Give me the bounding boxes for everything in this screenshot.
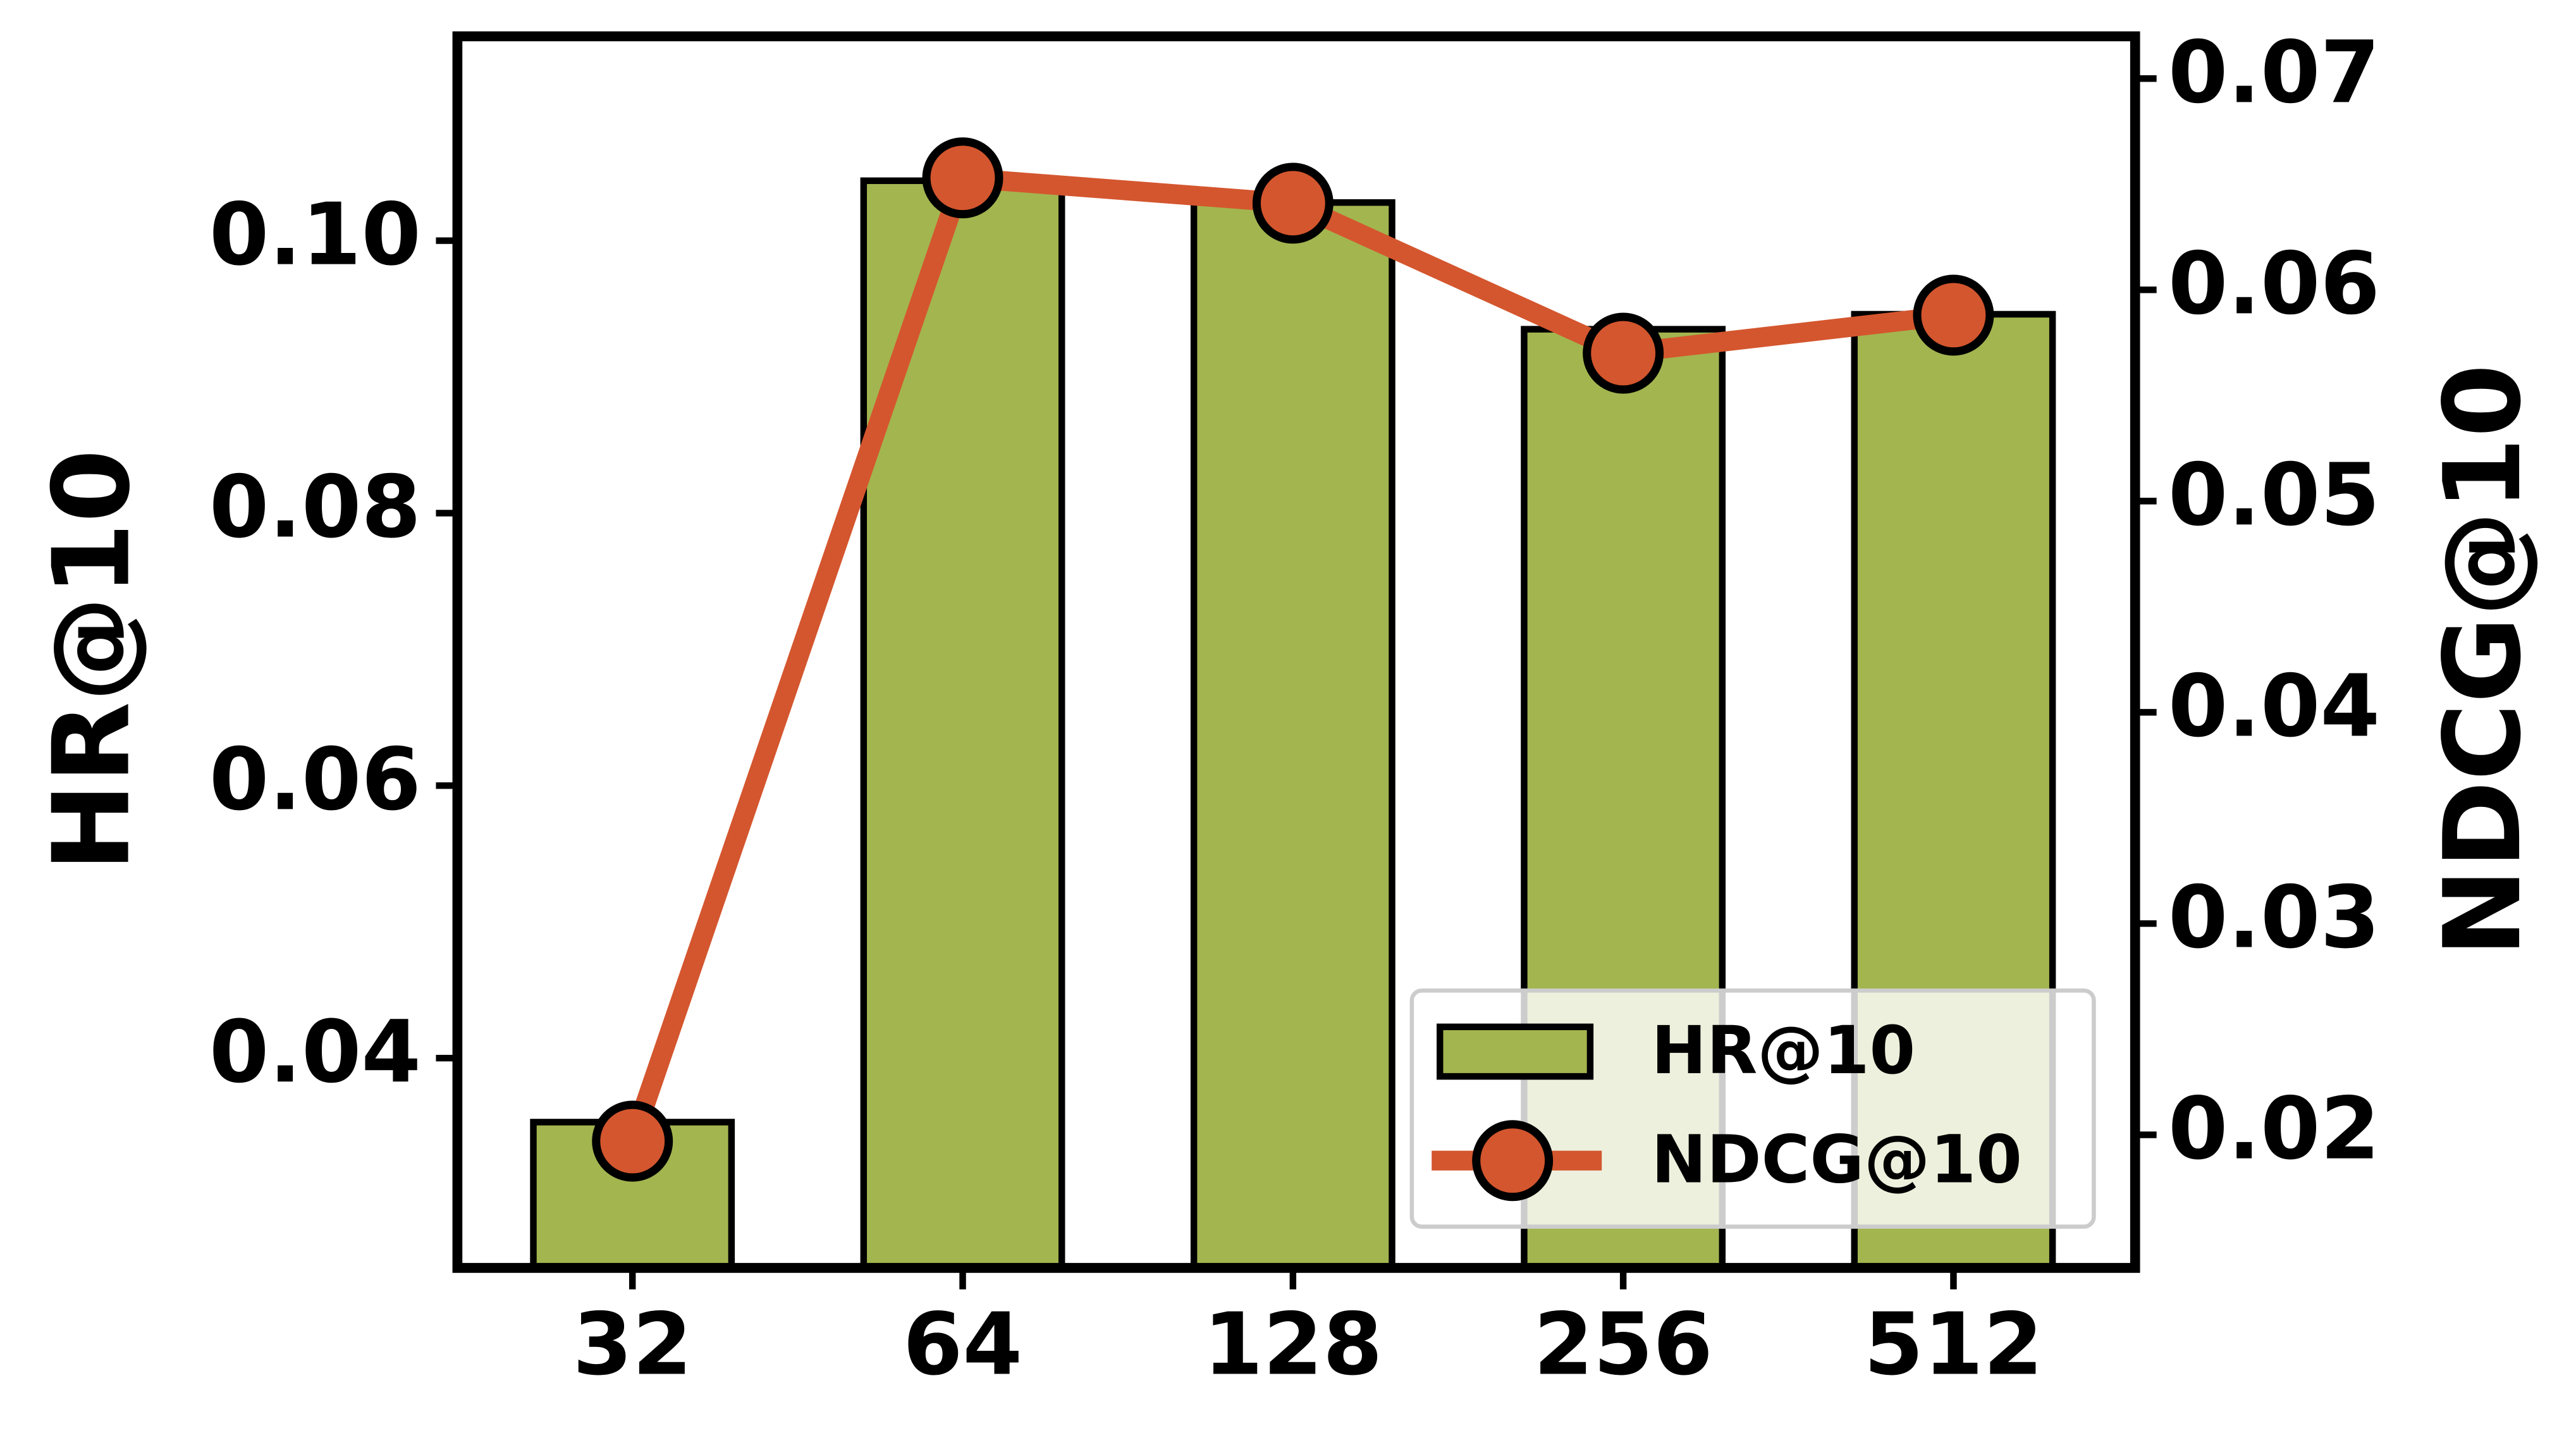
bar [860, 177, 1065, 1268]
y2-tick-label: 0.04 [2168, 657, 2380, 757]
y2-tick-label: 0.02 [2168, 1079, 2380, 1179]
y2-tick-label: 0.05 [2168, 445, 2380, 545]
y-tick-label: 0.08 [209, 458, 421, 558]
y-tick-label: 0.04 [209, 1002, 421, 1102]
y2-tick-label: 0.07 [2168, 23, 2380, 123]
legend-marker [1472, 1120, 1554, 1202]
line-marker [1913, 274, 1994, 356]
y-tick-label: 0.10 [209, 185, 421, 285]
y2-tick-label: 0.03 [2168, 868, 2380, 968]
x-tick-label: 128 [1203, 1295, 1382, 1395]
plot-frame [452, 31, 2140, 1273]
line-marker [592, 1100, 673, 1182]
line-marker [1583, 312, 1664, 394]
legend-swatch [1437, 1023, 1594, 1080]
y-tick-label: 0.06 [209, 730, 421, 830]
line-marker [922, 137, 1003, 219]
bar [1190, 199, 1395, 1268]
x-tick-label: 256 [1533, 1295, 1712, 1395]
x-tick-label: 32 [573, 1295, 692, 1395]
line-marker [1252, 163, 1334, 244]
legend-label: NDCG@10 [1652, 1121, 2022, 1198]
x-tick-label: 64 [903, 1295, 1022, 1395]
x-tick-label: 512 [1864, 1295, 2043, 1395]
legend-label: HR@10 [1652, 1012, 1916, 1089]
y2-axis-label: NDCG@10 [2422, 364, 2544, 957]
y-axis-label: HR@10 [31, 449, 154, 871]
y2-tick-label: 0.06 [2168, 234, 2380, 334]
